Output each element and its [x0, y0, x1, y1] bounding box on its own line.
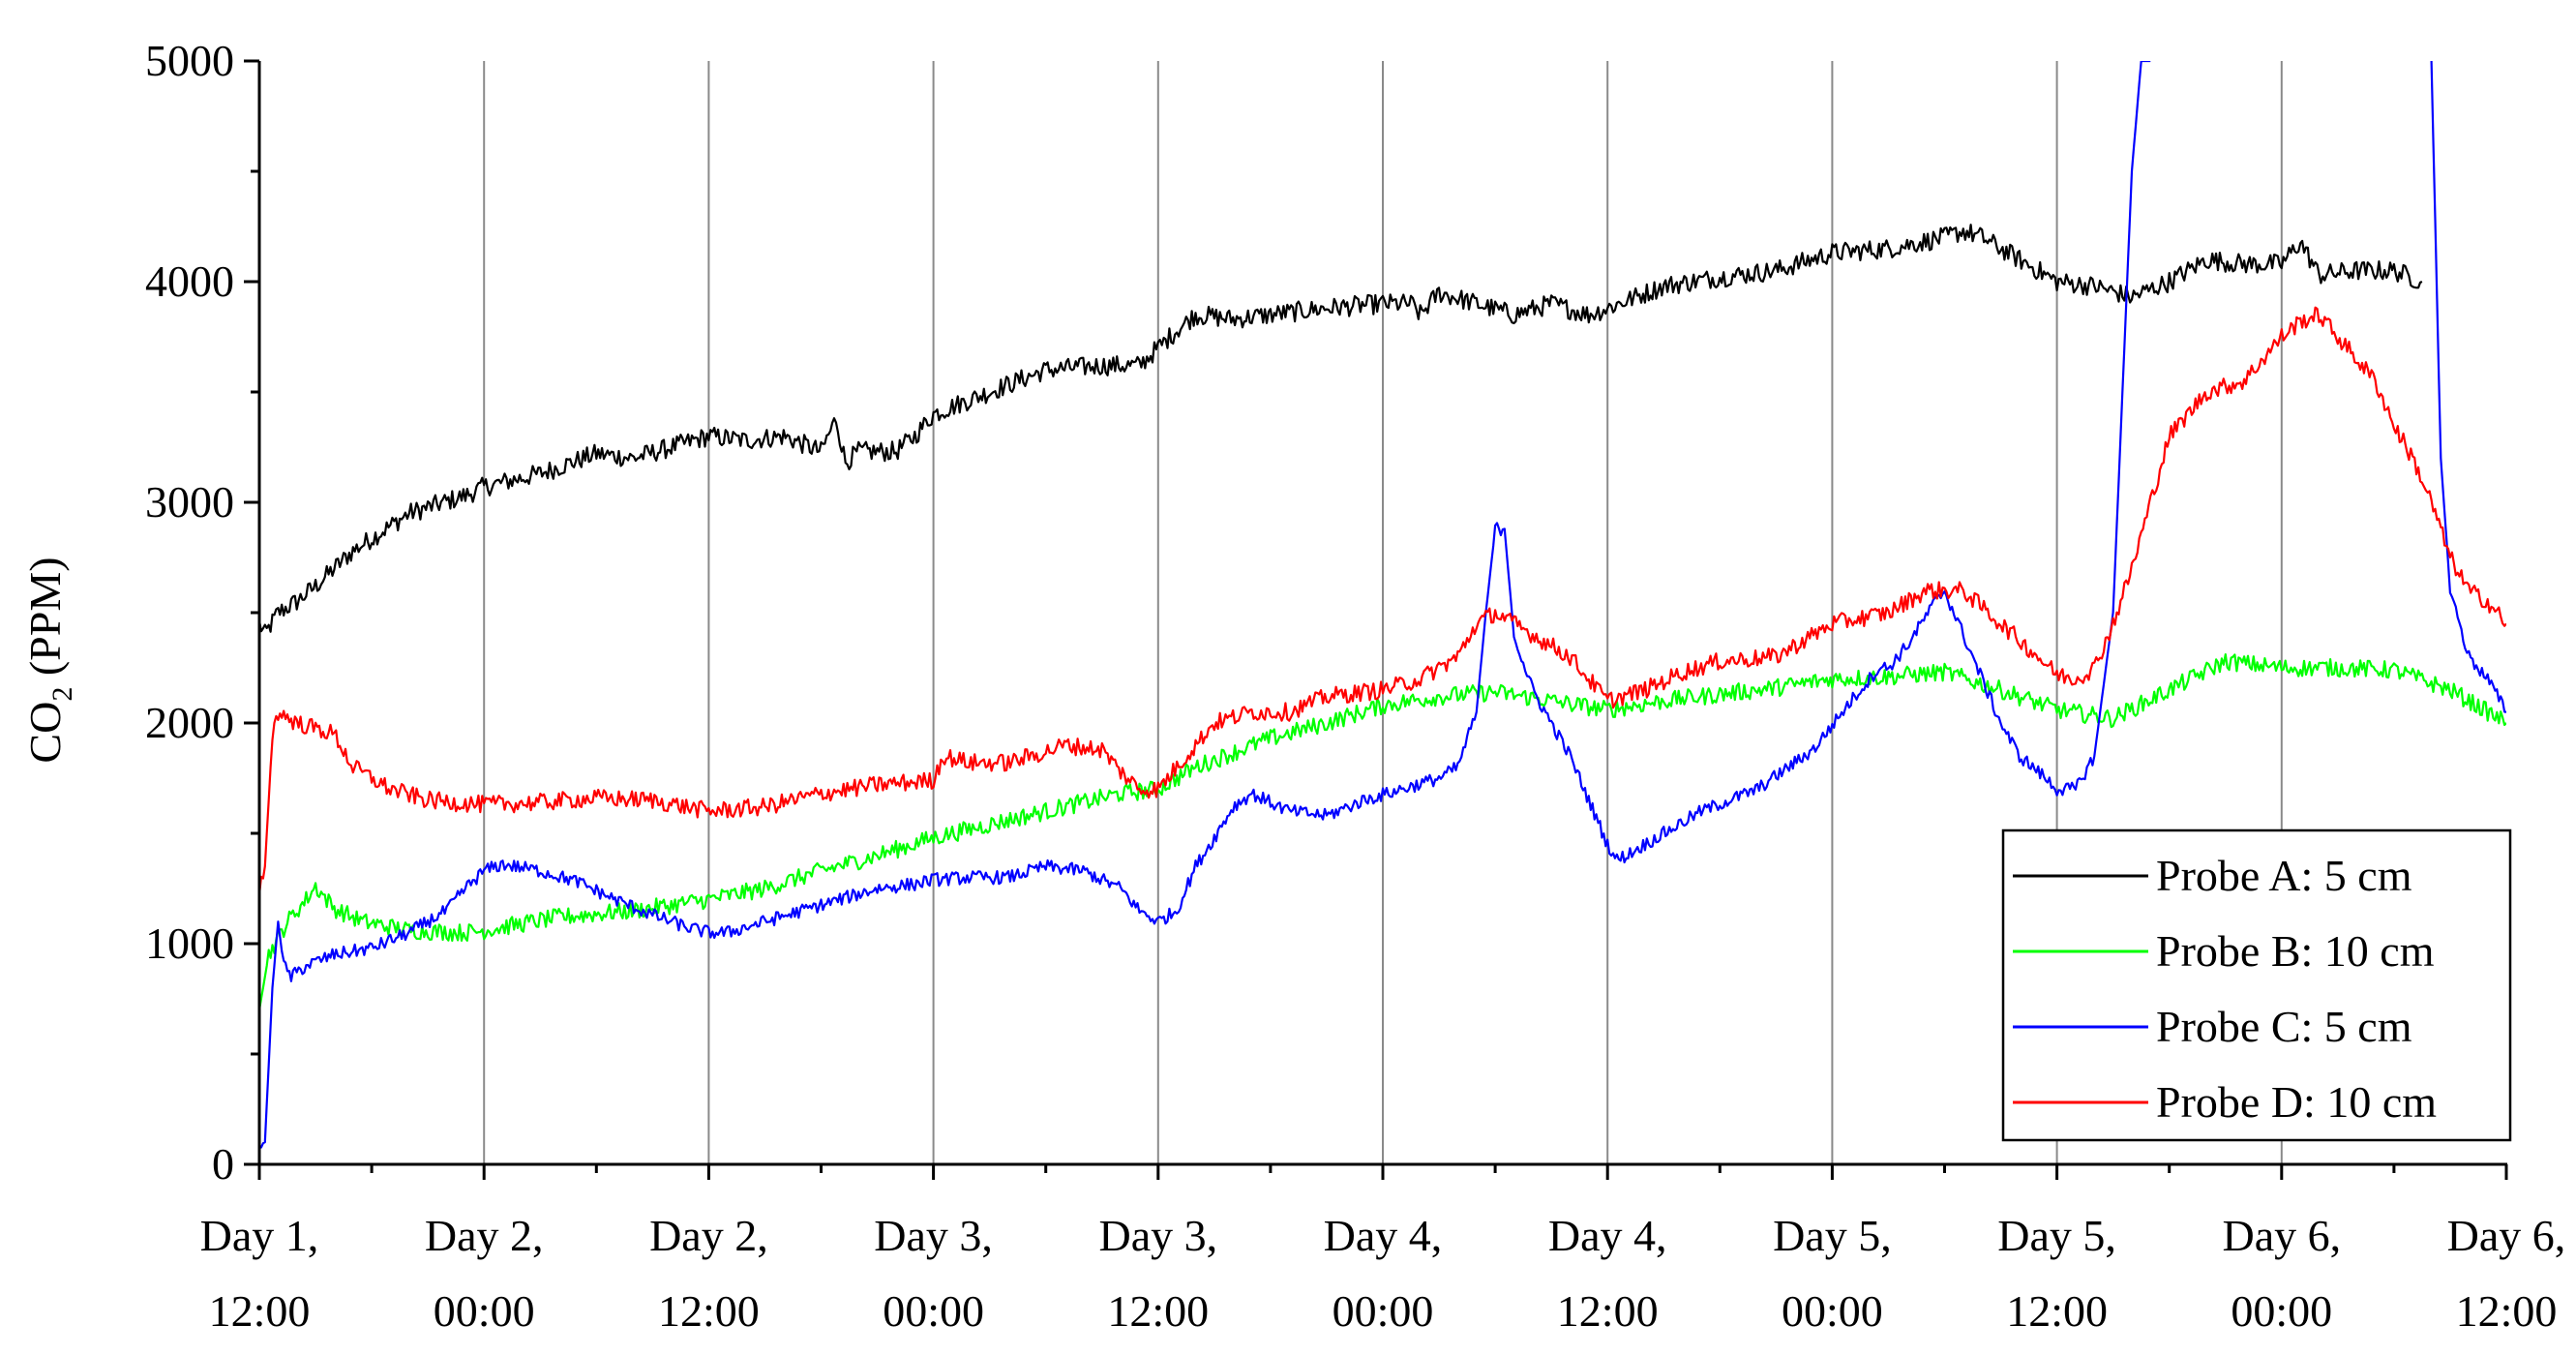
x-tick-label-3-day: Day 3,: [874, 1211, 993, 1260]
series-line-1: [259, 224, 2423, 633]
x-tick-labels: Day 1, 12:00 Day 2, 00:00 Day 2, 12:00 Day 3, 0…: [200, 1211, 2566, 1336]
series-line-3: [259, 61, 2506, 1149]
x-tick-label-6-time: 12:00: [1557, 1286, 1659, 1336]
x-tick-label-10-day: Day 6,: [2447, 1211, 2566, 1260]
legend-label-1: Probe A: 5 cm: [2156, 851, 2412, 900]
series-lines: [259, 61, 2506, 1149]
x-tick-label-2-time: 12:00: [658, 1286, 760, 1336]
x-tick-label-0-day: Day 1,: [200, 1211, 319, 1260]
legend-label-4: Probe D: 10 cm: [2156, 1077, 2437, 1127]
legend-label-3: Probe C: 5 cm: [2156, 1002, 2412, 1051]
y-tick-labels: 0 1000 2000 3000 4000 5000: [145, 36, 234, 1189]
x-tick-label-8-time: 12:00: [2006, 1286, 2108, 1336]
y-tick-label-5: 5000: [145, 36, 234, 85]
legend-box: [2001, 828, 2512, 1142]
x-tick-label-4-day: Day 3,: [1098, 1211, 1217, 1260]
y-tick-label-3: 3000: [145, 477, 234, 527]
x-tick-label-9-day: Day 6,: [2222, 1211, 2341, 1260]
legend-label-2: Probe B: 10 cm: [2156, 926, 2435, 976]
x-tick-label-1-time: 00:00: [434, 1286, 535, 1336]
y-axis-title: CO2 (PPM): [20, 557, 78, 763]
x-tick-label-1-day: Day 2,: [425, 1211, 544, 1260]
y-tick-label-4: 4000: [145, 256, 234, 306]
y-tick-label-1: 1000: [145, 918, 234, 968]
y-tick-label-2: 2000: [145, 698, 234, 747]
y-tick-label-0: 0: [212, 1139, 234, 1189]
x-tick-label-5-day: Day 4,: [1324, 1211, 1443, 1260]
x-tick-label-7-time: 00:00: [1782, 1286, 1883, 1336]
x-tick-label-8-day: Day 5,: [1997, 1211, 2116, 1260]
x-tick-label-5-time: 00:00: [1333, 1286, 1434, 1336]
tick-marks: [244, 59, 2508, 1180]
x-tick-label-7-day: Day 5,: [1773, 1211, 1892, 1260]
x-tick-label-6-day: Day 4,: [1548, 1211, 1667, 1260]
x-tick-label-4-time: 12:00: [1107, 1286, 1209, 1336]
x-tick-label-10-time: 12:00: [2456, 1286, 2558, 1336]
x-tick-label-0-time: 12:00: [209, 1286, 311, 1336]
x-tick-label-3-time: 00:00: [883, 1286, 984, 1336]
legend: Probe A: 5 cm Probe B: 10 cm Probe C: 5 cm…: [2001, 828, 2512, 1142]
x-tick-label-2-day: Day 2,: [649, 1211, 768, 1260]
series-line-4: [259, 306, 2506, 895]
x-tick-label-9-time: 00:00: [2231, 1286, 2332, 1336]
